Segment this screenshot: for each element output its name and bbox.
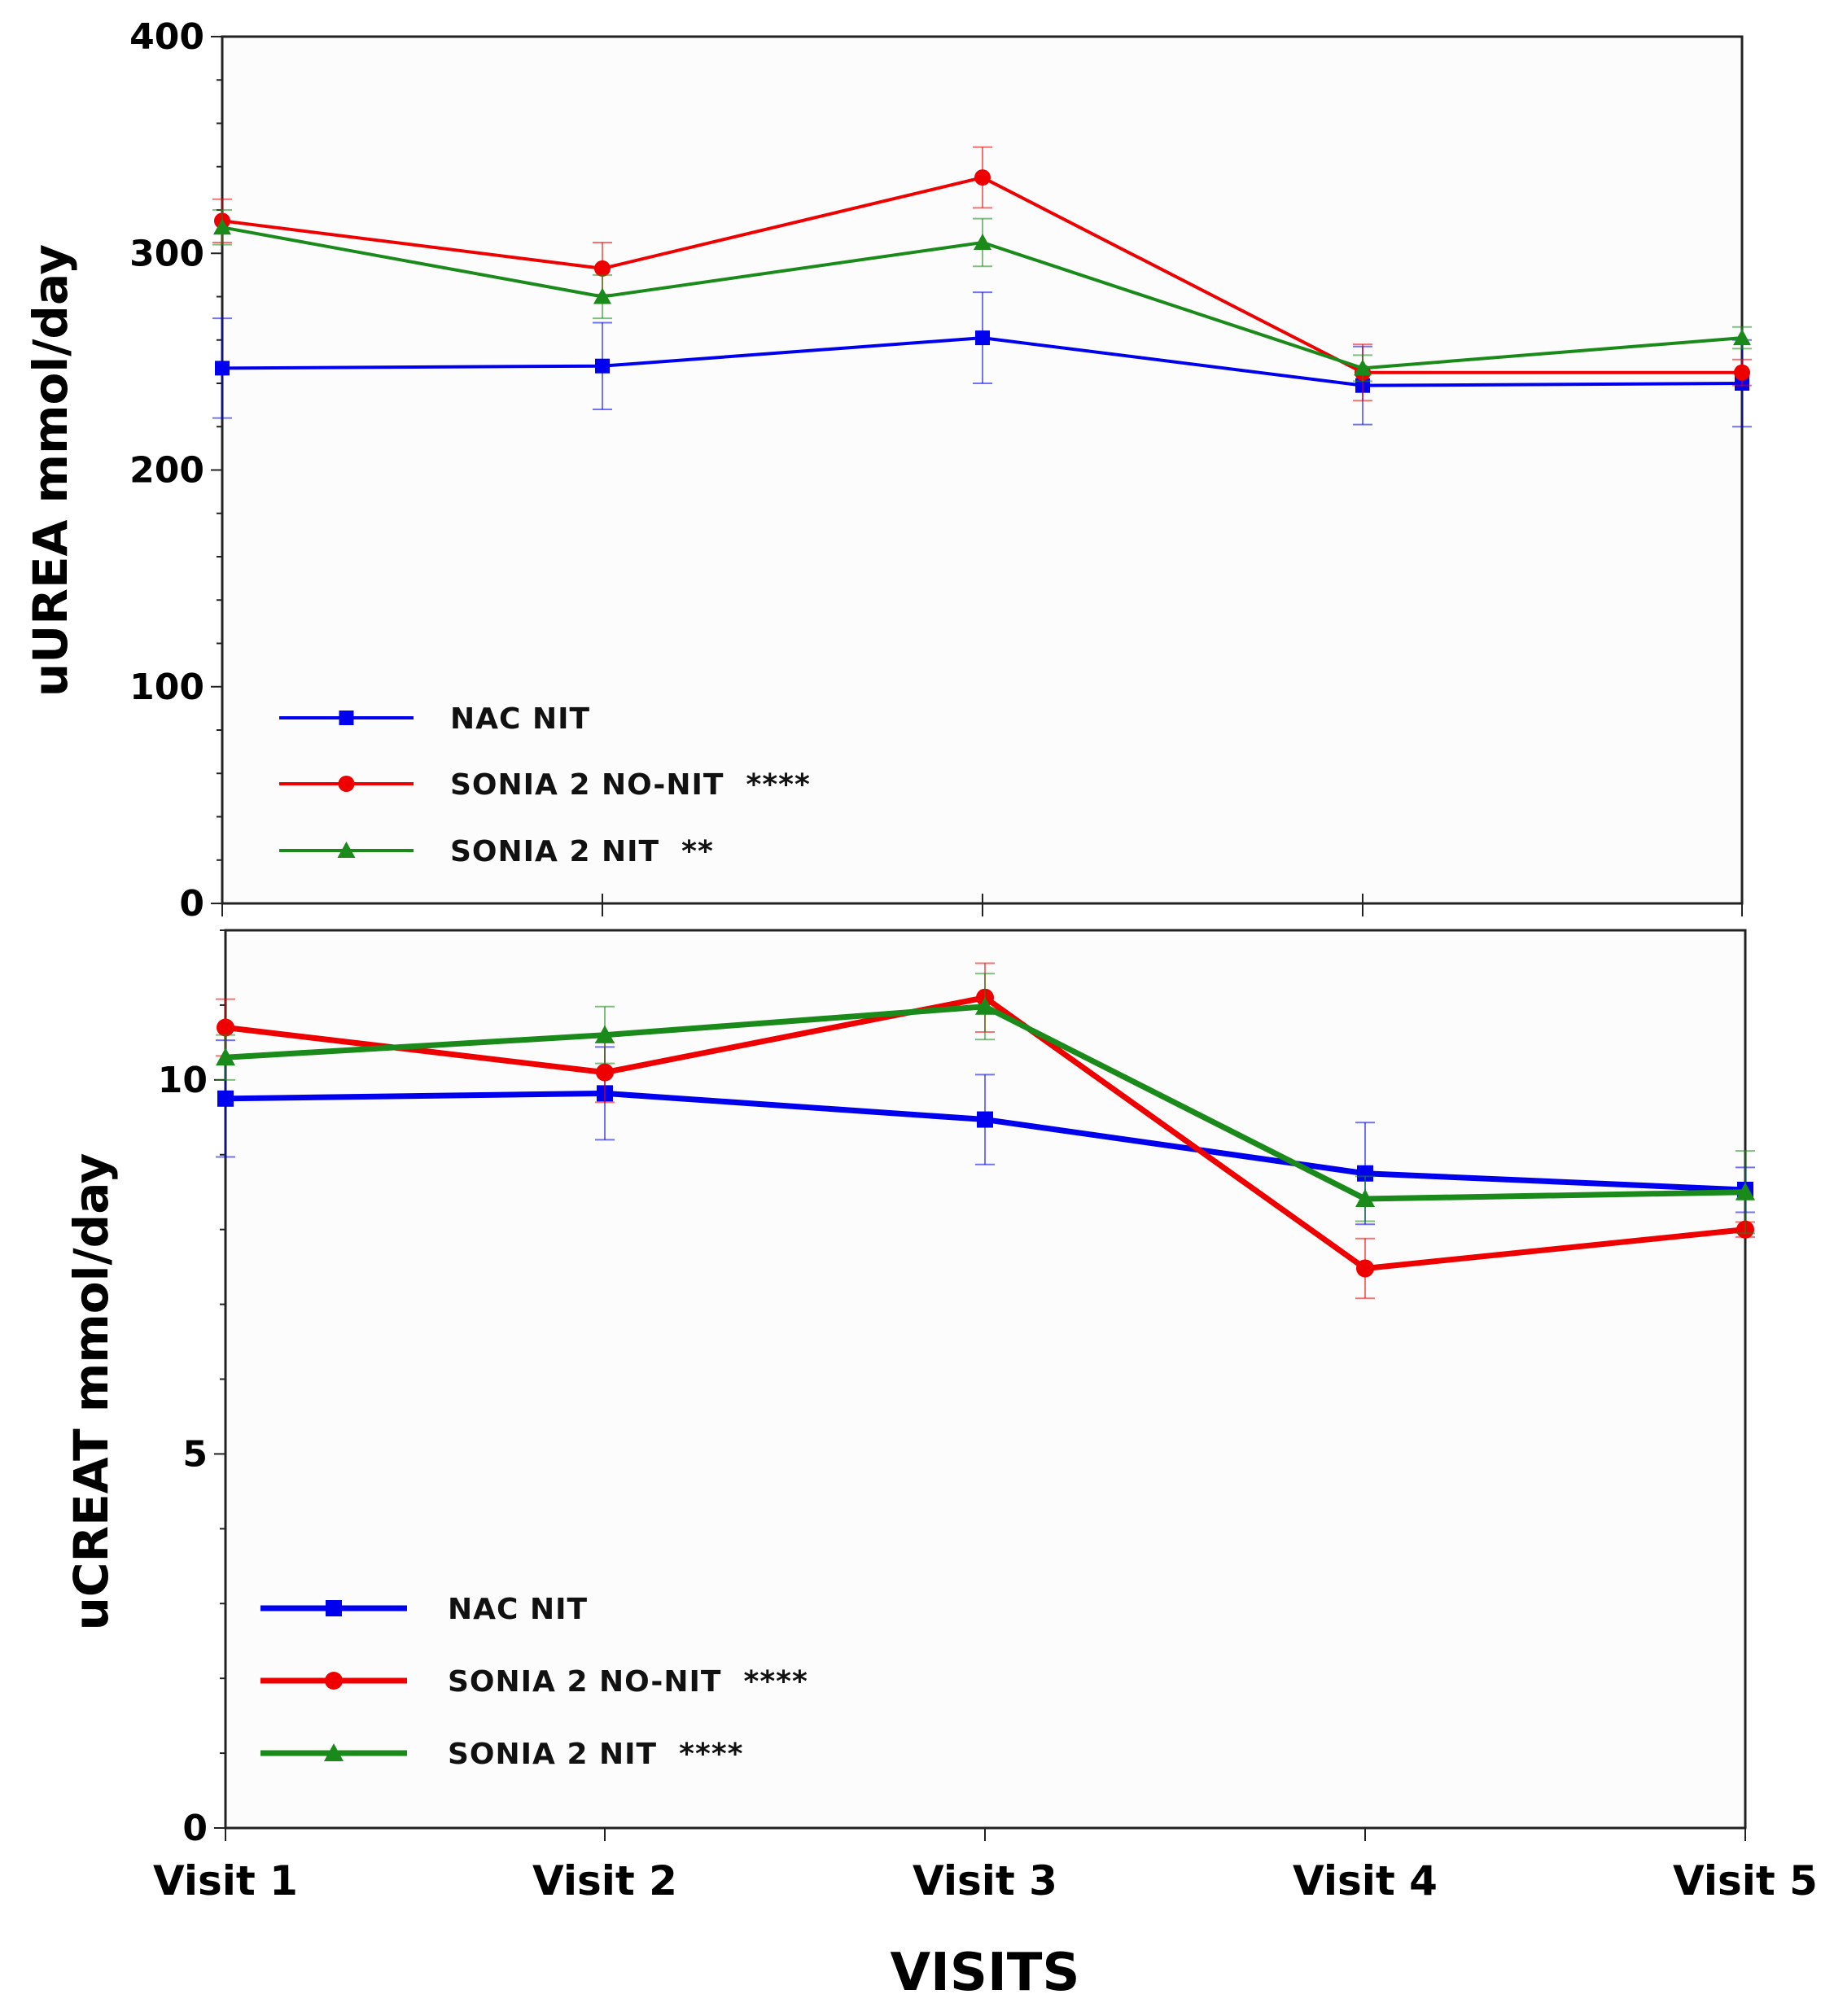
x-axis-bottom: Visit 1 Visit 2 Visit 3 Visit 4 Visit 5 — [153, 1828, 1818, 1904]
legend-marker — [324, 1743, 344, 1761]
x-tick-label: Visit 5 — [1673, 1857, 1818, 1904]
y-tick-label: 10 — [158, 1060, 208, 1101]
x-tick-label: Visit 1 — [153, 1857, 298, 1904]
data-point — [1357, 1165, 1373, 1182]
legend-marker — [337, 842, 356, 858]
legend-label: SONIA 2 NO-NIT **** — [448, 1665, 808, 1699]
y-tick-label: 300 — [129, 233, 204, 274]
legend-label: SONIA 2 NIT ** — [450, 835, 714, 868]
y-tick-label: 400 — [129, 16, 204, 58]
data-point — [1355, 1188, 1375, 1207]
legend-marker — [339, 711, 354, 725]
data-point — [216, 1047, 235, 1066]
legend-label: NAC NIT — [448, 1593, 588, 1626]
data-point — [595, 1025, 615, 1043]
legend-label: NAC NIT — [450, 702, 590, 736]
x-axis-title: VISITS — [891, 1943, 1080, 2003]
y-tick-label: 5 — [182, 1433, 208, 1475]
chart-top: 0 100 200 300 400 uUREA mmol/day NAC NIT SONI… — [23, 16, 1752, 925]
data-point — [1356, 1259, 1374, 1278]
legend-marker — [325, 1672, 343, 1690]
legend-marker — [338, 776, 355, 792]
data-point — [1734, 364, 1750, 381]
data-point — [975, 330, 990, 346]
data-point — [213, 218, 231, 235]
data-point — [1736, 1182, 1755, 1200]
x-tick-label: Visit 2 — [532, 1857, 677, 1904]
series-sonia-2-nit — [216, 973, 1755, 1235]
y-axis-label-top: uUREA mmol/day — [23, 244, 78, 697]
y-tick-label: 100 — [129, 667, 204, 708]
x-tick-label: Visit 4 — [1293, 1857, 1438, 1904]
data-point — [977, 1111, 993, 1128]
data-point — [596, 1063, 614, 1082]
data-point — [593, 287, 611, 304]
data-point — [974, 233, 991, 250]
series-layer-top — [212, 146, 1752, 428]
data-point — [595, 358, 610, 374]
y-tick-label: 0 — [179, 883, 204, 925]
series-sonia-2-nit — [212, 209, 1752, 383]
data-point — [217, 1018, 234, 1037]
data-point — [1354, 359, 1372, 376]
data-point — [215, 361, 230, 376]
data-point — [1733, 329, 1751, 346]
data-point — [974, 169, 991, 186]
legend-marker — [326, 1600, 342, 1616]
chart-bottom: 0 5 10 Visit 1 Visit 2 Visit 3 Visit 4 Visit 5… — [63, 929, 1818, 1904]
y-tick-label: 200 — [129, 450, 204, 492]
x-ticks-top — [221, 894, 1743, 916]
legend-bottom: NAC NIT SONIA 2 NO-NIT **** SONIA 2 NIT **… — [260, 1593, 808, 1771]
data-point — [975, 996, 995, 1015]
legend-label: SONIA 2 NIT **** — [448, 1738, 743, 1771]
legend-top: NAC NIT SONIA 2 NO-NIT **** SONIA 2 NIT ** — [279, 702, 811, 868]
y-axis-top: 0 100 200 300 400 — [129, 16, 222, 925]
x-tick-label: Visit 3 — [913, 1857, 1057, 1904]
series-layer-bottom — [216, 962, 1755, 1300]
legend-label: SONIA 2 NO-NIT **** — [450, 768, 811, 802]
y-axis-label-bottom: uCREAT mmol/day — [63, 1153, 119, 1631]
y-tick-label: 0 — [182, 1808, 208, 1849]
data-point — [217, 1090, 234, 1107]
data-point — [594, 260, 611, 277]
y-axis-bottom: 0 5 10 — [158, 929, 225, 1849]
